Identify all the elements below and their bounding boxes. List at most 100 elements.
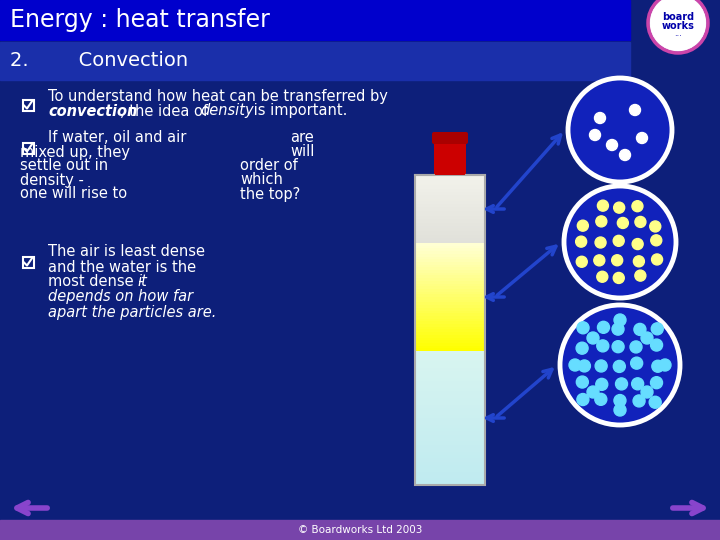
Circle shape (595, 360, 607, 372)
Bar (415, 224, 485, 226)
Bar (415, 178, 485, 180)
Circle shape (650, 0, 706, 51)
Circle shape (616, 378, 628, 390)
Text: it: it (137, 274, 147, 289)
Bar (415, 226, 485, 228)
Bar (415, 248, 485, 251)
Circle shape (641, 386, 653, 398)
Bar (415, 283, 485, 286)
Bar (415, 307, 485, 310)
Bar (415, 227, 485, 230)
Bar (415, 397, 485, 401)
Bar (415, 318, 485, 321)
Bar (415, 370, 485, 374)
Bar (415, 205, 485, 207)
Bar (415, 251, 485, 254)
Bar (415, 354, 485, 357)
Text: settle out in: settle out in (20, 159, 108, 173)
Bar (415, 381, 485, 384)
Bar (415, 345, 485, 348)
Circle shape (613, 360, 625, 373)
Circle shape (587, 332, 599, 344)
Bar (415, 235, 485, 238)
Text: and the water is the: and the water is the (48, 260, 196, 274)
Text: ...: ... (674, 30, 682, 38)
Circle shape (630, 341, 642, 353)
Bar (415, 441, 485, 445)
Bar (415, 183, 485, 185)
Bar (415, 245, 485, 248)
Bar (415, 334, 485, 338)
Text: which: which (240, 172, 283, 187)
Bar (415, 374, 485, 378)
Bar (415, 198, 485, 200)
Circle shape (614, 314, 626, 326)
Bar (415, 239, 485, 241)
Circle shape (598, 321, 610, 333)
Circle shape (560, 305, 680, 425)
Circle shape (649, 221, 661, 232)
Bar (0, 0, 630, 40)
Text: the top?: the top? (240, 186, 300, 201)
Text: density: density (200, 104, 253, 118)
Circle shape (651, 235, 662, 246)
Circle shape (587, 386, 599, 398)
Bar (22, 99, 34, 111)
Circle shape (595, 112, 606, 124)
Bar (415, 210, 485, 212)
Circle shape (617, 218, 629, 228)
Text: one will rise to: one will rise to (20, 186, 127, 201)
Bar (415, 468, 485, 471)
Circle shape (659, 359, 671, 371)
Bar (415, 259, 485, 262)
Bar (415, 195, 485, 197)
Bar (415, 231, 485, 233)
Circle shape (576, 342, 588, 354)
Circle shape (564, 186, 676, 298)
Bar (415, 256, 485, 259)
Bar (415, 280, 485, 284)
Bar (415, 253, 485, 256)
Circle shape (612, 323, 624, 335)
Bar (415, 411, 485, 415)
Bar (415, 291, 485, 294)
Text: © Boardworks Ltd 2003: © Boardworks Ltd 2003 (298, 525, 422, 535)
Bar (415, 458, 485, 462)
Bar (415, 451, 485, 455)
Bar (415, 357, 485, 361)
Text: is important.: is important. (249, 104, 347, 118)
Bar (415, 478, 485, 482)
Bar (415, 176, 485, 178)
Circle shape (577, 220, 588, 231)
Bar (415, 188, 485, 190)
Circle shape (613, 235, 624, 246)
Bar (415, 241, 485, 243)
Bar (415, 329, 485, 332)
Circle shape (619, 150, 631, 160)
Bar (415, 212, 485, 214)
Bar (415, 207, 485, 209)
Bar (415, 391, 485, 395)
Circle shape (578, 360, 590, 372)
Bar (415, 367, 485, 371)
Bar (415, 481, 485, 485)
Bar (415, 350, 485, 354)
Circle shape (632, 201, 643, 212)
Bar (415, 401, 485, 404)
Text: mixed up, they: mixed up, they (20, 145, 130, 159)
Bar (415, 202, 485, 204)
Bar (415, 267, 485, 270)
Circle shape (634, 323, 646, 335)
Bar (415, 348, 485, 351)
Circle shape (629, 105, 641, 116)
Circle shape (576, 236, 587, 247)
Bar (415, 448, 485, 451)
Circle shape (652, 360, 664, 372)
Bar (415, 302, 485, 305)
Bar (415, 299, 485, 302)
Circle shape (613, 202, 625, 213)
Bar (415, 185, 485, 187)
Bar (22, 256, 34, 267)
Bar (415, 200, 485, 202)
Bar (434, 137, 466, 175)
